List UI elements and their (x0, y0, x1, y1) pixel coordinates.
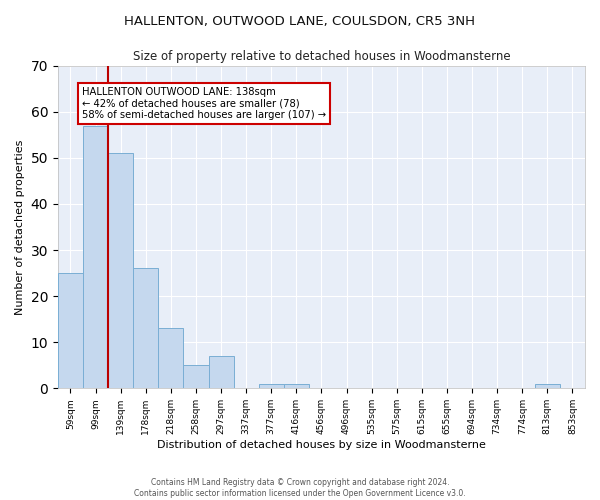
X-axis label: Distribution of detached houses by size in Woodmansterne: Distribution of detached houses by size … (157, 440, 486, 450)
Bar (58, 273, 83, 388)
Text: HALLENTON OUTWOOD LANE: 138sqm
← 42% of detached houses are smaller (78)
58% of : HALLENTON OUTWOOD LANE: 138sqm ← 42% of … (82, 86, 326, 120)
Y-axis label: Number of detached properties: Number of detached properties (15, 140, 25, 314)
Bar (535, 384, 560, 388)
Bar (158, 328, 184, 388)
Title: Size of property relative to detached houses in Woodmansterne: Size of property relative to detached ho… (133, 50, 510, 63)
Bar (83, 126, 108, 388)
Text: HALLENTON, OUTWOOD LANE, COULSDON, CR5 3NH: HALLENTON, OUTWOOD LANE, COULSDON, CR5 3… (125, 15, 476, 28)
Text: Contains HM Land Registry data © Crown copyright and database right 2024.
Contai: Contains HM Land Registry data © Crown c… (134, 478, 466, 498)
Bar (209, 356, 233, 388)
Bar (108, 153, 133, 388)
Bar (133, 268, 158, 388)
Bar (284, 384, 309, 388)
Bar (259, 384, 284, 388)
Bar (184, 366, 209, 388)
